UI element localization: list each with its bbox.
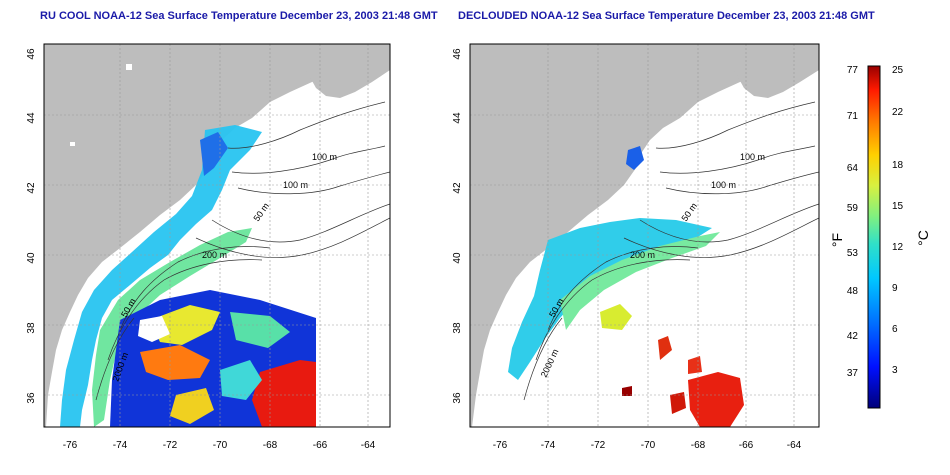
lon-tick-label: -72 — [163, 440, 178, 451]
left-sst-shelf — [60, 125, 262, 427]
lat-tick-label: 46 — [452, 48, 463, 60]
fahrenheit-tick: 42 — [847, 331, 859, 342]
fahrenheit-tick: 59 — [847, 203, 859, 214]
left-lake — [126, 64, 132, 70]
lon-tick-label: -66 — [313, 440, 328, 451]
celsius-tick: 18 — [892, 160, 904, 171]
contour-label: 100 m — [312, 152, 337, 162]
right-sst-red-blob — [688, 372, 744, 427]
contour-label: 100 m — [283, 180, 308, 190]
celsius-tick: 9 — [892, 283, 898, 294]
lon-tick-label: -68 — [263, 440, 278, 451]
lat-tick-label: 36 — [26, 392, 37, 404]
fahrenheit-tick: 71 — [847, 111, 859, 122]
right-sst-dark-red-spot — [622, 386, 632, 396]
lat-tick-label: 38 — [26, 322, 37, 334]
right-sst-red-spot — [670, 392, 686, 414]
celsius-tick: 6 — [892, 324, 898, 335]
left-sst-offshore-green — [230, 312, 290, 348]
lon-tick-label: -64 — [787, 440, 802, 451]
celsius-tick: 15 — [892, 201, 904, 212]
lat-tick-label: 46 — [26, 48, 37, 60]
fahrenheit-tick: 64 — [847, 163, 859, 174]
left-map: 100 m 100 m 50 m 200 m 50 m 2000 m 46 44… — [26, 43, 391, 451]
right-sst-red-patch — [658, 336, 672, 360]
colorbar-fahrenheit-ticks: 77 71 64 59 53 48 42 37 — [847, 65, 859, 379]
contour-label: 100 m — [740, 152, 765, 162]
celsius-tick: 25 — [892, 65, 904, 76]
lat-tick-label: 42 — [26, 182, 37, 194]
right-delaware-bay — [500, 325, 518, 372]
lat-tick-label: 40 — [452, 252, 463, 264]
right-bathymetry-contours — [523, 101, 819, 401]
lon-tick-label: -70 — [641, 440, 656, 451]
lon-tick-label: -70 — [213, 440, 228, 451]
right-sst-red-patch — [688, 356, 702, 374]
right-sst-shelf — [508, 218, 712, 380]
right-sst-yellow-patch — [600, 304, 632, 330]
lat-tick-label: 44 — [452, 112, 463, 124]
right-lat-axis: 46 44 42 40 38 36 — [452, 48, 463, 404]
left-land — [44, 44, 390, 427]
right-map-frame — [469, 43, 820, 428]
left-map-frame — [43, 43, 391, 428]
lon-tick-label: -66 — [739, 440, 754, 451]
fahrenheit-tick: 37 — [847, 368, 859, 379]
contour-label: 200 m — [202, 250, 227, 260]
lat-tick-label: 38 — [452, 322, 463, 334]
left-sst-warm-red — [252, 360, 316, 427]
colorbar: 77 71 64 59 53 48 42 37 25 22 18 15 12 9… — [829, 65, 931, 409]
left-sst-cloud-white — [138, 316, 170, 342]
left-lat-axis: 46 44 42 40 38 36 — [26, 48, 37, 404]
lon-tick-label: -72 — [591, 440, 606, 451]
left-sst-cyan-patch — [220, 360, 262, 400]
celsius-tick: 22 — [892, 107, 904, 118]
fahrenheit-tick: 48 — [847, 286, 859, 297]
left-map-title: RU COOL NOAA-12 Sea Surface Temperature … — [40, 10, 438, 22]
left-nova-scotia — [300, 44, 390, 98]
lon-tick-label: -76 — [63, 440, 78, 451]
right-map-title: DECLOUDED NOAA-12 Sea Surface Temperatur… — [458, 10, 875, 22]
lat-tick-label: 40 — [26, 252, 37, 264]
lon-tick-label: -74 — [541, 440, 556, 451]
lat-tick-label: 36 — [452, 392, 463, 404]
left-lon-axis: -76 -74 -72 -70 -68 -66 -64 — [63, 440, 376, 451]
left-sst-yellow-patch — [170, 388, 214, 424]
lon-tick-label: -68 — [691, 440, 706, 451]
left-sst-blue-gom — [200, 132, 228, 176]
lon-tick-label: -64 — [361, 440, 376, 451]
lon-tick-label: -76 — [493, 440, 508, 451]
lon-tick-label: -74 — [113, 440, 128, 451]
left-gridlines — [44, 44, 390, 427]
celsius-unit-label: °C — [915, 230, 931, 246]
right-chesapeake-bay — [486, 368, 502, 420]
fahrenheit-tick: 77 — [847, 65, 859, 76]
fahrenheit-unit-label: °F — [829, 233, 845, 247]
left-lake — [70, 142, 75, 146]
left-sst-warm-orange — [140, 345, 210, 380]
fahrenheit-tick: 53 — [847, 248, 859, 259]
colorbar-celsius-ticks: 25 22 18 15 12 9 6 3 — [892, 65, 904, 376]
colorbar-gradient — [867, 65, 881, 409]
celsius-tick: 12 — [892, 242, 904, 253]
right-sst-blue-coast — [626, 146, 644, 170]
lat-tick-label: 44 — [26, 112, 37, 124]
lat-tick-label: 42 — [452, 182, 463, 194]
right-lon-axis: -76 -74 -72 -70 -68 -66 -64 — [493, 440, 802, 451]
right-map: 100 m 100 m 50 m 200 m 50 m 2000 m 46 44… — [452, 43, 820, 451]
celsius-tick: 3 — [892, 365, 898, 376]
right-land — [470, 44, 819, 427]
right-nova-scotia — [728, 44, 819, 98]
